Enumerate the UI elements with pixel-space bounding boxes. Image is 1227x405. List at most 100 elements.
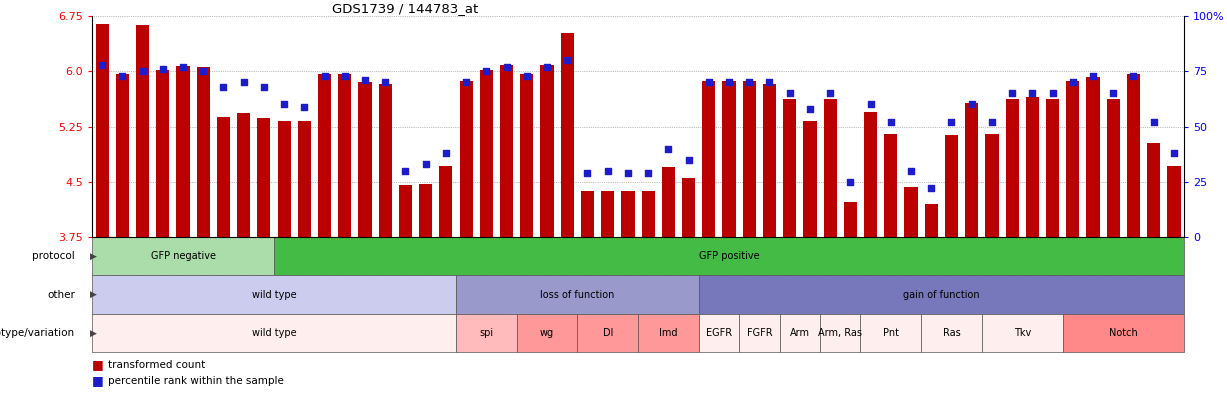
Point [1063, 79, 1082, 86]
Point [213, 83, 233, 90]
Text: wild type: wild type [252, 290, 297, 300]
Bar [561, 33, 574, 237]
Bar [921, 314, 982, 352]
Text: Arm: Arm [790, 328, 810, 338]
Bar [456, 275, 698, 314]
Point [113, 72, 133, 79]
Point [537, 64, 557, 70]
Text: Imd: Imd [659, 328, 677, 338]
Bar [136, 25, 150, 237]
Text: ▶: ▶ [90, 328, 97, 338]
Bar [642, 191, 655, 237]
Bar [115, 74, 129, 237]
Point [275, 101, 294, 108]
Bar [517, 314, 578, 352]
Bar [945, 135, 958, 237]
Point [194, 68, 213, 75]
Bar [1167, 166, 1180, 237]
Bar [237, 113, 250, 237]
Text: other: other [47, 290, 75, 300]
Point [699, 79, 719, 86]
Text: EGFR: EGFR [706, 328, 733, 338]
Bar [1047, 98, 1059, 237]
Text: transformed count: transformed count [108, 360, 205, 369]
Point [1124, 72, 1144, 79]
Bar [804, 122, 816, 237]
Bar [844, 202, 856, 237]
Point [861, 101, 881, 108]
Point [760, 79, 779, 86]
Point [719, 79, 739, 86]
Bar [1086, 77, 1099, 237]
Bar [578, 314, 638, 352]
Text: Notch: Notch [1109, 328, 1137, 338]
Text: gain of function: gain of function [903, 290, 979, 300]
Point [800, 106, 820, 112]
Point [1103, 90, 1123, 97]
Point [436, 150, 455, 156]
Text: GDS1739 / 144783_at: GDS1739 / 144783_at [333, 2, 479, 15]
Point [638, 170, 658, 176]
Point [1083, 72, 1103, 79]
Point [679, 156, 698, 163]
Text: Dl: Dl [602, 328, 614, 338]
Bar [698, 314, 739, 352]
Point [497, 64, 517, 70]
Bar [723, 81, 736, 237]
Point [881, 119, 901, 126]
Text: spi: spi [480, 328, 493, 338]
Bar [621, 191, 634, 237]
Point [456, 79, 476, 86]
Point [173, 64, 193, 70]
Bar [501, 65, 513, 237]
Text: Pnt: Pnt [882, 328, 899, 338]
Point [92, 62, 112, 68]
Bar [739, 314, 779, 352]
Bar [860, 314, 921, 352]
Text: ▶: ▶ [90, 252, 97, 261]
Point [598, 168, 617, 174]
Bar [1006, 98, 1018, 237]
Text: ▶: ▶ [90, 290, 97, 299]
Point [1144, 119, 1163, 126]
Bar [274, 237, 1184, 275]
Bar [456, 314, 517, 352]
Point [395, 168, 415, 174]
Point [840, 179, 860, 185]
Text: genotype/variation: genotype/variation [0, 328, 75, 338]
Bar [92, 314, 456, 352]
Text: wild type: wild type [252, 328, 297, 338]
Bar [520, 74, 534, 237]
Point [375, 79, 395, 86]
Point [780, 90, 800, 97]
Bar [702, 81, 715, 237]
Bar [298, 122, 310, 237]
Text: ■: ■ [92, 358, 104, 371]
Bar [682, 178, 696, 237]
Point [921, 185, 941, 192]
Bar [439, 166, 453, 237]
Point [659, 145, 679, 152]
Point [517, 72, 536, 79]
Bar [258, 118, 270, 237]
Bar [379, 84, 391, 237]
Bar [580, 191, 594, 237]
Text: Tkv: Tkv [1014, 328, 1031, 338]
Point [133, 68, 152, 75]
Bar [1107, 98, 1120, 237]
Bar [96, 23, 109, 237]
Point [234, 79, 254, 86]
Bar [1026, 97, 1039, 237]
Bar [779, 314, 820, 352]
Bar [92, 237, 274, 275]
Bar [339, 74, 351, 237]
Point [557, 57, 577, 64]
Bar [638, 314, 698, 352]
Point [962, 101, 982, 108]
Bar [1063, 314, 1184, 352]
Bar [1126, 74, 1140, 237]
Bar [904, 187, 918, 237]
Bar [820, 314, 860, 352]
Text: Ras: Ras [942, 328, 961, 338]
Point [982, 119, 1001, 126]
